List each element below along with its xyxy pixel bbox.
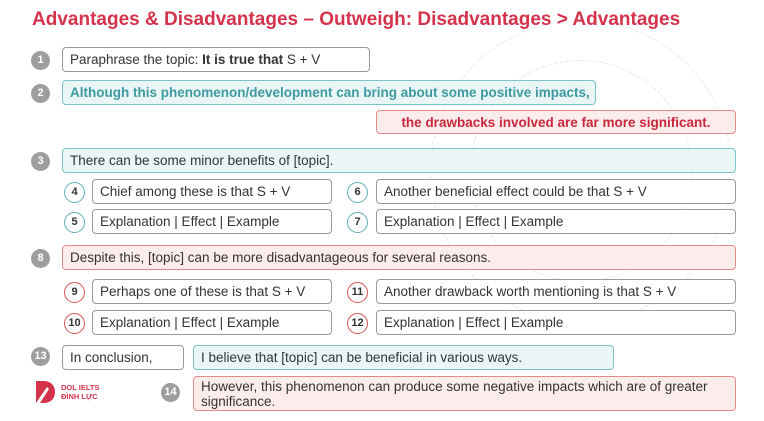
- step-number-9: 9: [64, 282, 85, 303]
- step-1-prefix: Paraphrase the topic:: [70, 52, 203, 67]
- page-title: Advantages & Disadvantages – Outweigh: D…: [32, 9, 681, 30]
- step-12-box: Explanation | Effect | Example: [376, 310, 736, 335]
- step-13-box: In conclusion,: [62, 345, 184, 370]
- step-6-box: Another beneficial effect could be that …: [376, 179, 736, 204]
- step-number-13: 13: [31, 347, 50, 366]
- logo-line-1: DOL IELTS: [61, 383, 100, 392]
- step-1-bold: It is true that: [202, 52, 284, 67]
- step-8-box: Despite this, [topic] can be more disadv…: [62, 245, 736, 270]
- step-4-box: Chief among these is that S + V: [92, 179, 332, 204]
- dol-logo-icon: [36, 381, 55, 403]
- step-1-suffix: S + V: [283, 52, 321, 67]
- step-number-1: 1: [31, 51, 50, 70]
- step-5-box: Explanation | Effect | Example: [92, 209, 332, 234]
- step-number-14: 14: [161, 383, 180, 402]
- step-number-12: 12: [347, 313, 368, 334]
- logo-text: DOL IELTS ĐÌNH LỰC: [61, 383, 99, 401]
- step-number-5: 5: [64, 212, 85, 233]
- step-number-4: 4: [64, 182, 85, 203]
- step-2-box: Although this phenomenon/development can…: [62, 80, 596, 105]
- step-number-3: 3: [31, 152, 50, 171]
- step-number-10: 10: [64, 313, 85, 334]
- step-1-box: Paraphrase the topic: It is true that S …: [62, 47, 370, 72]
- step-number-7: 7: [347, 212, 368, 233]
- step-10-box: Explanation | Effect | Example: [92, 310, 332, 335]
- step-2b-box: the drawbacks involved are far more sign…: [376, 110, 736, 134]
- step-number-8: 8: [31, 249, 50, 268]
- step-number-11: 11: [347, 282, 368, 303]
- step-11-box: Another drawback worth mentioning is tha…: [376, 279, 736, 304]
- step-number-6: 6: [347, 182, 368, 203]
- step-13-continuation-box: I believe that [topic] can be beneficial…: [193, 345, 614, 370]
- step-14-box: However, this phenomenon can produce som…: [193, 376, 736, 411]
- step-7-box: Explanation | Effect | Example: [376, 209, 736, 234]
- step-9-box: Perhaps one of these is that S + V: [92, 279, 332, 304]
- logo-line-2: ĐÌNH LỰC: [61, 392, 98, 401]
- step-number-2: 2: [31, 84, 50, 103]
- dol-ielts-logo: DOL IELTS ĐÌNH LỰC: [34, 379, 99, 405]
- step-3-box: There can be some minor benefits of [top…: [62, 148, 736, 173]
